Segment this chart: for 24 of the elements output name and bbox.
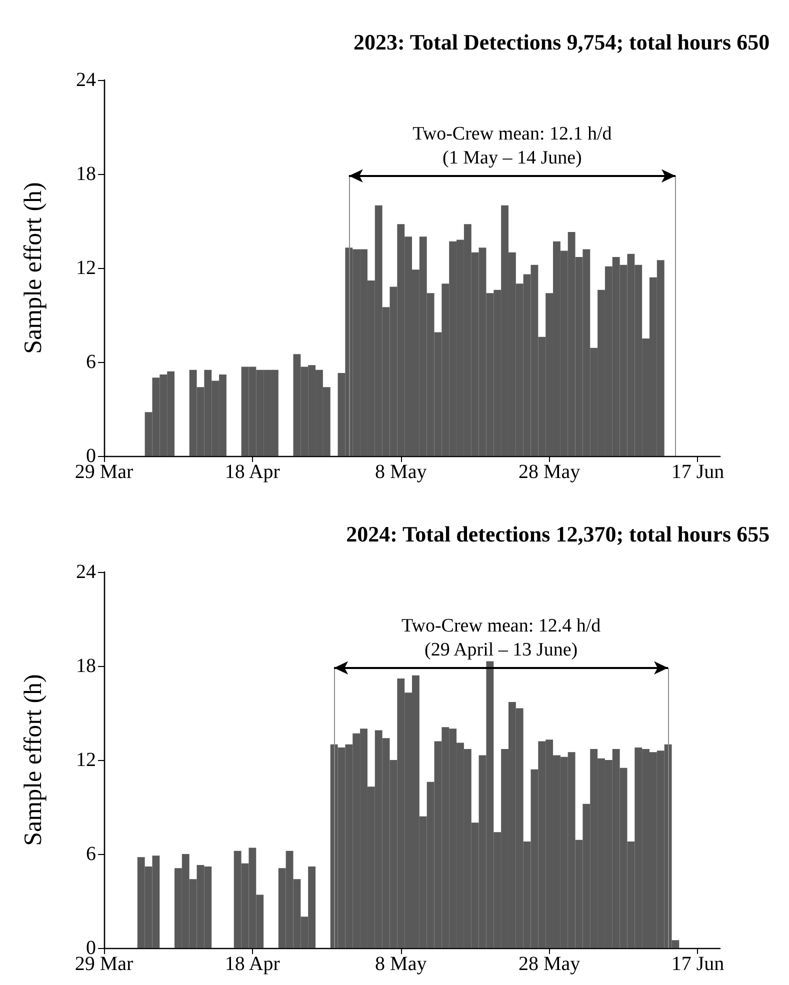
chart-title: 2024: Total detections 12,370; total hours 655 (346, 522, 770, 546)
y-tick-label: 6 (86, 843, 96, 865)
y-tick-label: 24 (76, 69, 96, 91)
y-axis-title: Sample effort (h) (20, 182, 47, 354)
x-tick-label: 29 Mar (74, 461, 134, 483)
x-tick-label: 18 Apr (224, 461, 280, 483)
annotation: Two-Crew mean: 12.4 h/d (29 April – 13 June) (401, 615, 602, 660)
y-tick-label: 24 (76, 561, 96, 583)
x-tick-label: 17 Jun (671, 953, 724, 975)
x-tick-label: 8 May (375, 461, 427, 483)
annotation: Two-Crew mean: 12.1 h/d (1 May – 14 June) (412, 123, 612, 168)
y-tick-label: 18 (76, 163, 96, 185)
x-tick-label: 29 Mar (74, 953, 134, 975)
y-tick-label: 18 (76, 655, 96, 677)
x-tick-label: 17 Jun (671, 461, 724, 483)
chart-title: 2023: Total Detections 9,754; total hours 650 (353, 30, 770, 54)
x-tick-label: 28 May (518, 953, 580, 975)
y-tick-label: 6 (86, 351, 96, 373)
y-tick-label: 12 (76, 257, 96, 279)
y-axis-title: Sample effort (h) (20, 674, 47, 846)
x-tick-label: 18 Apr (224, 953, 280, 975)
x-tick-label: 8 May (375, 953, 427, 975)
y-tick-label: 12 (76, 749, 96, 771)
x-tick-label: 28 May (518, 461, 580, 483)
